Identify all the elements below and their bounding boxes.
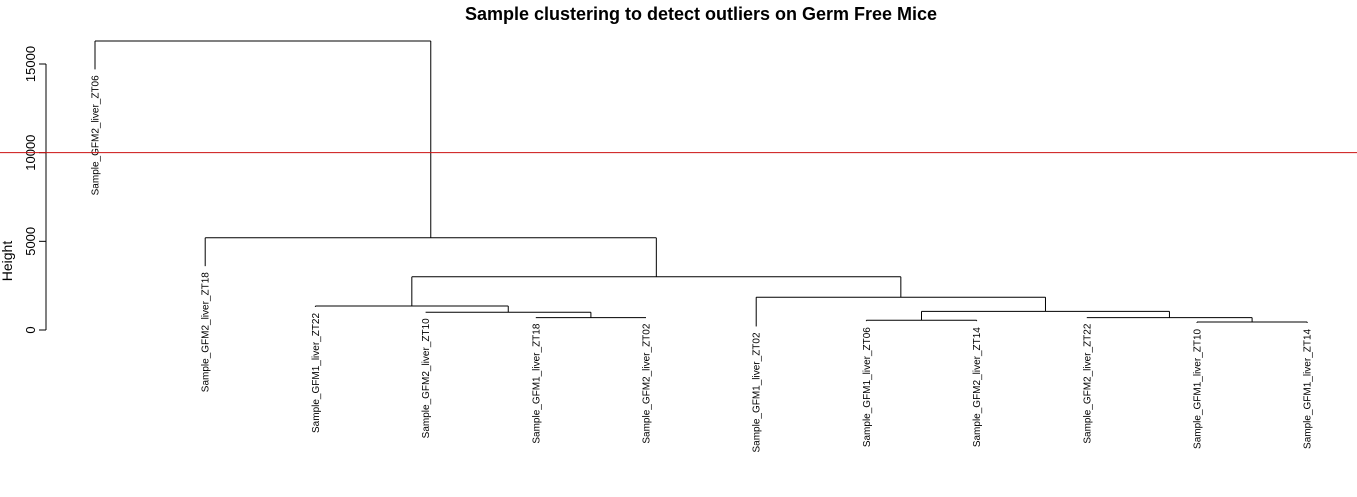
y-tick-label: 5000 <box>23 227 38 256</box>
y-axis-label: Height <box>0 241 15 282</box>
y-tick-label: 15000 <box>23 46 38 82</box>
leaf-label: Sample_GFM2_liver_ZT14 <box>972 327 983 447</box>
leaf-label: Sample_GFM1_liver_ZT22 <box>311 313 322 433</box>
y-tick-label: 0 <box>23 326 38 333</box>
leaf-label: Sample_GFM1_liver_ZT10 <box>1193 328 1204 448</box>
leaf-label: Sample_GFM1_liver_ZT06 <box>862 327 873 447</box>
leaf-label: Sample_GFM2_liver_ZT06 <box>91 75 102 195</box>
leaf-label: Sample_GFM2_liver_ZT10 <box>421 318 432 438</box>
dendrogram-branches <box>94 40 1308 327</box>
leaf-label: Sample_GFM2_liver_ZT18 <box>201 272 212 392</box>
leaf-label: Sample_GFM1_liver_ZT02 <box>752 332 763 452</box>
leaf-label: Sample_GFM2_liver_ZT22 <box>1082 323 1093 443</box>
leaf-labels: Sample_GFM2_liver_ZT06 Sample_GFM2_liver_… <box>91 75 1314 453</box>
leaf-label: Sample_GFM2_liver_ZT02 <box>642 323 653 443</box>
chart-title: Sample clustering to detect outliers on … <box>465 4 937 24</box>
leaf-label: Sample_GFM1_liver_ZT18 <box>531 323 542 443</box>
leaf-label: Sample_GFM1_liver_ZT14 <box>1303 328 1314 448</box>
